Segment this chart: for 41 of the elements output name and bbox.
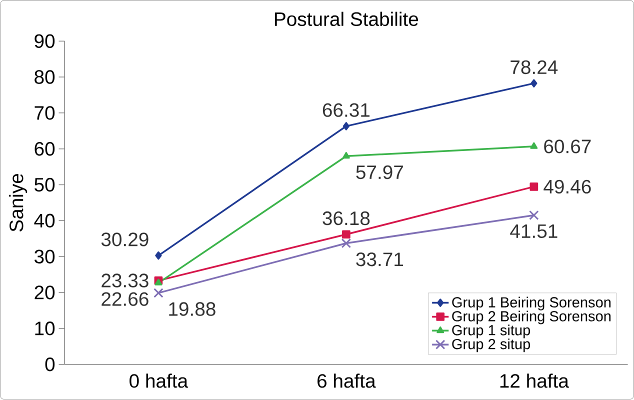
- legend-label: Grup 1 Beiring Sorenson: [452, 296, 611, 311]
- point: [530, 142, 538, 150]
- point: [155, 252, 162, 260]
- point: [529, 210, 539, 220]
- chart-title: Postural Stabilite: [275, 12, 418, 26]
- y-axis-title: Saniye: [9, 174, 28, 232]
- data-label: 49.46: [544, 180, 591, 194]
- data-label: 33.71: [356, 252, 403, 266]
- y-tick-label: 50: [34, 178, 55, 192]
- x-tick-label: 12 hafta: [500, 374, 569, 388]
- data-label: 57.97: [356, 166, 403, 180]
- legend-label: Grup 2 Beiring Sorenson: [452, 310, 611, 324]
- y-tick-label: 70: [34, 106, 55, 120]
- data-label: 78.24: [510, 60, 558, 74]
- data-label: 23.33: [102, 274, 148, 288]
- legend-label: Grup 1 situp: [452, 324, 530, 338]
- y-tick-label: 40: [34, 214, 55, 228]
- data-label: 66.31: [322, 103, 370, 118]
- legend-label: Grup 2 situp: [452, 338, 530, 352]
- y-tick-label: 80: [34, 70, 55, 84]
- point: [342, 122, 350, 131]
- y-tick-label: 90: [34, 34, 55, 48]
- y-tick-label: 10: [35, 322, 55, 336]
- point: [342, 152, 350, 159]
- data-label: 22.66: [102, 292, 148, 306]
- data-label: 30.29: [101, 232, 148, 246]
- y-tick-label: 30: [34, 250, 55, 264]
- point: [530, 182, 538, 192]
- data-label: 36.18: [322, 212, 370, 226]
- y-tick-label: 0: [45, 358, 55, 372]
- point: [341, 238, 352, 248]
- y-tick-label: 20: [34, 286, 55, 300]
- x-tick-label: 0 hafta: [130, 374, 188, 388]
- data-label: 19.88: [169, 302, 216, 316]
- x-tick-label: 6 hafta: [318, 374, 376, 388]
- point: [342, 230, 350, 239]
- data-label: 60.67: [544, 140, 591, 154]
- y-tick-label: 60: [34, 142, 55, 156]
- data-label: 41.51: [510, 224, 558, 238]
- point: [154, 288, 164, 298]
- point: [530, 79, 538, 88]
